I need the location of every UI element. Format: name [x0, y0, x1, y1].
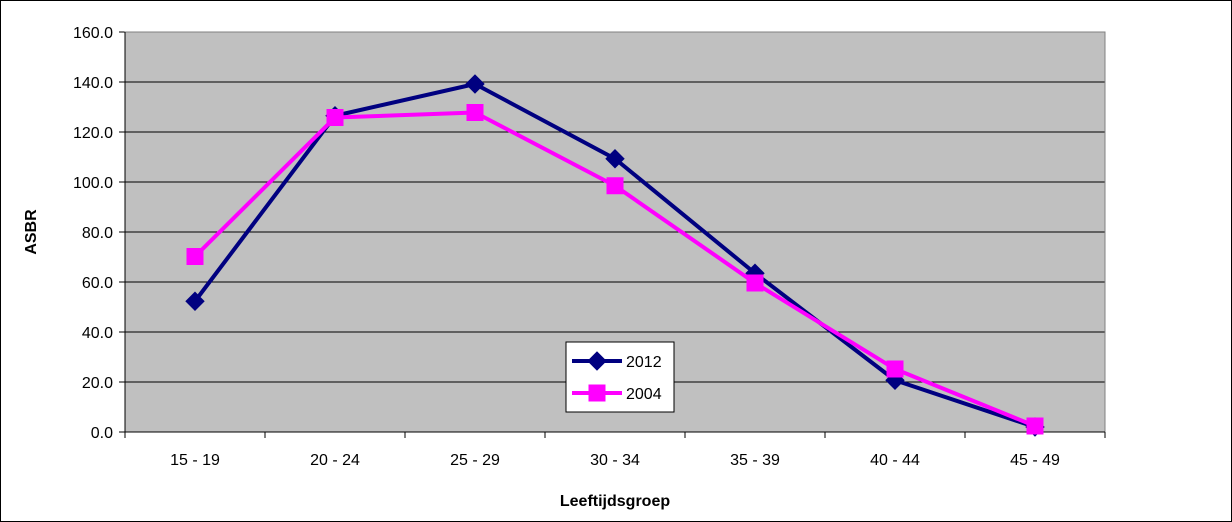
data-point [886, 360, 904, 378]
data-point [1026, 417, 1044, 435]
x-tick-label: 30 - 34 [590, 452, 640, 469]
y-tick-label: 80.0 [82, 225, 113, 242]
y-tick-label: 0.0 [91, 425, 113, 442]
legend-item-2012: 2012 [572, 351, 662, 371]
x-tick-label: 45 - 49 [1010, 452, 1060, 469]
x-tick-label: 40 - 44 [870, 452, 920, 469]
tick-labels: 0.0 20.0 40.0 60.0 80.0 100.0 120.0 140.0 160.0 1… [73, 25, 1060, 469]
x-axis-title: Leeftijdsgroep [560, 493, 670, 510]
axes [119, 31, 1106, 438]
x-tick-label: 15 - 19 [170, 452, 220, 469]
legend-label: 2004 [626, 386, 662, 403]
series-layer [185, 74, 1045, 437]
legend-label: 2012 [626, 354, 662, 371]
x-tick-label: 35 - 39 [730, 452, 780, 469]
y-tick-label: 100.0 [73, 175, 113, 192]
data-point [605, 149, 625, 169]
x-tick-label: 25 - 29 [450, 452, 500, 469]
y-tick-label: 40.0 [82, 325, 113, 342]
data-point [326, 109, 344, 126]
x-tick-label: 20 - 24 [310, 452, 360, 469]
y-tick-label: 20.0 [82, 375, 113, 392]
legend-box [565, 341, 675, 413]
gridlines [125, 31, 1105, 383]
series-2004 [186, 104, 1044, 435]
data-point [746, 274, 764, 292]
y-tick-label: 140.0 [73, 75, 113, 92]
data-point [186, 248, 204, 265]
y-tick-label: 120.0 [73, 125, 113, 142]
y-axis-title: ASBR [23, 209, 40, 255]
legend: 2012 2004 [565, 341, 675, 413]
legend-item-2004: 2004 [572, 384, 662, 403]
data-point [185, 291, 205, 311]
data-point [466, 104, 484, 121]
data-point [606, 177, 624, 195]
legend-marker [588, 384, 606, 402]
y-tick-label: 160.0 [73, 25, 113, 42]
legend-marker [587, 351, 607, 371]
data-point [465, 74, 485, 94]
y-tick-label: 60.0 [82, 275, 113, 292]
